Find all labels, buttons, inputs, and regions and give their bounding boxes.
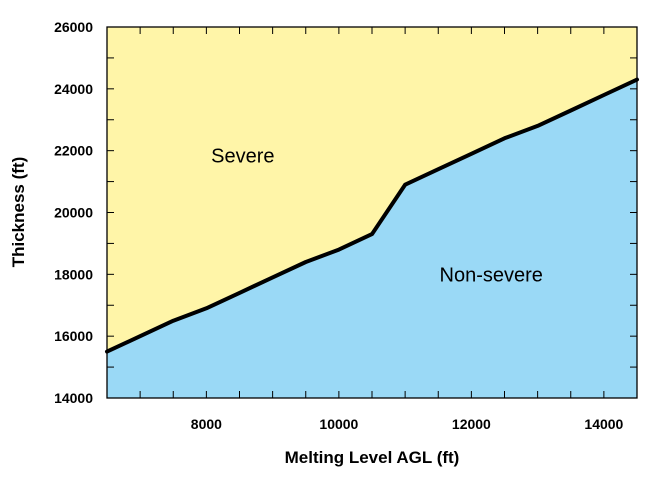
y-axis-title: Thickness (ft) <box>9 157 28 268</box>
y-tick-label: 20000 <box>54 205 93 221</box>
non-severe-region <box>107 79 637 398</box>
non-severe-label: Non-severe <box>440 264 543 286</box>
x-tick-label: 12000 <box>452 416 491 432</box>
boundary-line <box>105 77 639 354</box>
x-tick-label: 10000 <box>319 416 358 432</box>
y-tick-label: 26000 <box>54 19 93 35</box>
y-tick-label: 18000 <box>54 266 93 282</box>
x-tick-label: 8000 <box>191 416 222 432</box>
severe-label: Severe <box>211 145 274 167</box>
x-tick-label: 14000 <box>584 416 623 432</box>
y-tick-label: 24000 <box>54 81 93 97</box>
severe-region <box>107 27 637 352</box>
y-tick-label: 22000 <box>54 143 93 159</box>
y-tick-label: 16000 <box>54 328 93 344</box>
x-axis-title: Melting Level AGL (ft) <box>285 448 460 467</box>
y-tick-label: 14000 <box>54 390 93 406</box>
